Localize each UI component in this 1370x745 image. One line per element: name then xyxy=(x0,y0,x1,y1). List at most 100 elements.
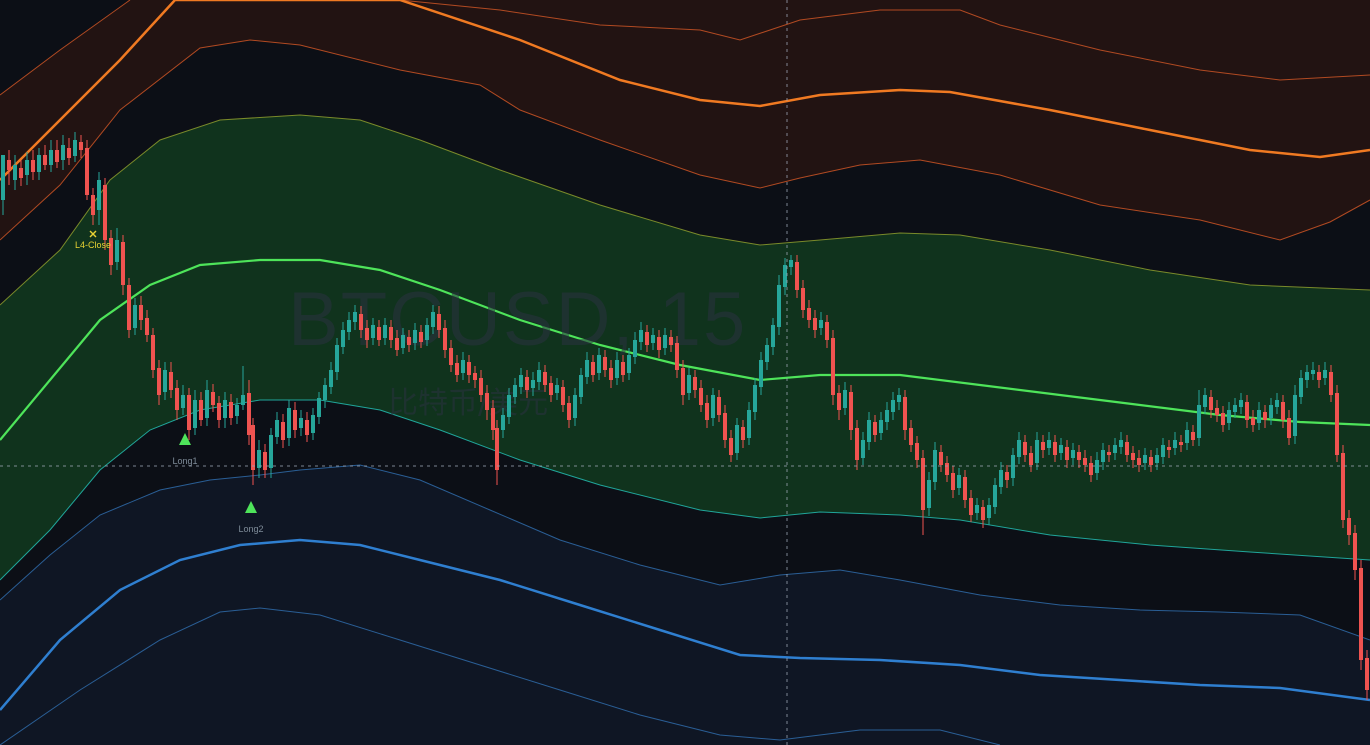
candle xyxy=(1011,448,1015,486)
candle-body xyxy=(485,393,489,410)
candle-body xyxy=(1023,442,1027,455)
candle-body xyxy=(573,395,577,418)
candle-body xyxy=(1347,518,1351,535)
candle-body xyxy=(693,377,697,390)
candle xyxy=(909,420,913,452)
candle xyxy=(169,362,173,398)
candle-body xyxy=(353,312,357,322)
candle-body xyxy=(1065,447,1069,460)
lower-band-bottom-line xyxy=(0,607,1001,745)
candle xyxy=(729,430,733,462)
candle xyxy=(957,468,961,495)
candle xyxy=(491,400,495,440)
upper-band-bottom-line xyxy=(0,39,1370,241)
candle xyxy=(109,230,113,275)
candle xyxy=(461,352,465,380)
green-channel-fill xyxy=(0,115,1370,580)
candle xyxy=(969,490,973,522)
candle-body xyxy=(627,355,631,373)
candle-body xyxy=(795,262,799,290)
candle-body xyxy=(615,360,619,378)
candle xyxy=(1197,390,1201,446)
signal-label: Long1 xyxy=(172,456,197,466)
candle xyxy=(1137,450,1141,472)
candle-body xyxy=(957,475,961,488)
candle xyxy=(479,370,483,402)
candle xyxy=(705,395,709,428)
candle-body xyxy=(7,160,11,170)
candle-body xyxy=(163,370,167,392)
candle-body xyxy=(109,238,113,265)
candle xyxy=(585,352,589,384)
candle-body xyxy=(91,195,95,215)
candle xyxy=(873,415,877,442)
candle xyxy=(365,320,369,348)
candle-body xyxy=(933,450,937,482)
candle-body xyxy=(831,338,835,395)
candle xyxy=(353,305,357,330)
candle-body xyxy=(783,265,787,287)
candle-body xyxy=(1173,440,1177,448)
lower-midline xyxy=(0,538,1370,711)
candle-body xyxy=(97,180,101,210)
candle-body xyxy=(1293,395,1297,436)
candle-body xyxy=(969,498,973,515)
candle-body xyxy=(1167,447,1171,450)
candle xyxy=(501,408,505,438)
candle-body xyxy=(103,185,107,240)
candle-body xyxy=(241,395,245,405)
candle xyxy=(1035,432,1039,470)
candle xyxy=(1245,395,1249,428)
candle xyxy=(807,300,811,328)
candle-body xyxy=(37,155,41,172)
candle-body xyxy=(729,438,733,455)
candle xyxy=(7,150,11,185)
candle-body xyxy=(747,410,751,438)
candles-layer xyxy=(1,132,1369,700)
candle xyxy=(1023,435,1027,462)
candle xyxy=(1311,362,1315,380)
candle-body xyxy=(711,395,715,418)
candle-body xyxy=(513,385,517,397)
candle xyxy=(145,310,149,342)
candle xyxy=(97,172,101,225)
candle-body xyxy=(981,507,985,520)
candle-body xyxy=(157,368,161,395)
candle-body xyxy=(187,395,191,430)
candle xyxy=(1215,400,1219,422)
candle xyxy=(675,336,679,378)
candle-body xyxy=(891,400,895,412)
signal-label: Long2 xyxy=(238,524,263,534)
candle-body xyxy=(555,385,559,393)
candle-body xyxy=(1227,410,1231,423)
candle-body xyxy=(49,150,53,165)
candle-body xyxy=(443,328,447,350)
candle-body xyxy=(561,387,565,405)
candle-body xyxy=(1197,405,1201,438)
candle xyxy=(903,390,907,440)
candle-body xyxy=(585,360,589,377)
candle xyxy=(473,366,477,388)
candle-body xyxy=(79,142,83,150)
candle-body xyxy=(365,328,369,340)
candle xyxy=(849,385,853,440)
candle-body xyxy=(1155,455,1159,463)
signal-label: L4-Close xyxy=(75,240,111,250)
candle xyxy=(407,330,411,352)
candle xyxy=(1209,390,1213,418)
candle xyxy=(591,355,595,382)
candle xyxy=(531,372,535,396)
candle xyxy=(335,338,339,380)
candle-body xyxy=(181,395,185,408)
candle xyxy=(495,420,499,485)
candle-body xyxy=(1233,405,1237,412)
candle xyxy=(783,258,787,295)
candle-body xyxy=(55,150,59,162)
signal-long1: Long1 xyxy=(172,433,198,466)
candle-body xyxy=(1041,442,1045,450)
candle-body xyxy=(999,470,1003,487)
candle-body xyxy=(1263,412,1267,420)
candle-body xyxy=(1203,395,1207,407)
